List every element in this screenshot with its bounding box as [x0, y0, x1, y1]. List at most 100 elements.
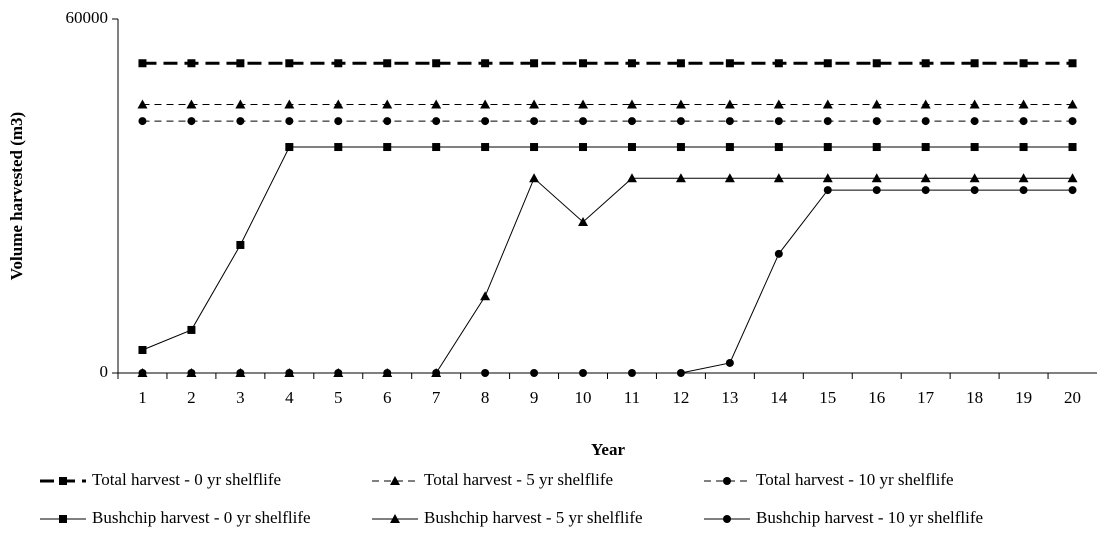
data-point: [334, 117, 343, 126]
x-tick-label: 2: [187, 388, 196, 407]
data-point: [871, 173, 882, 183]
data-point: [1068, 59, 1077, 68]
data-point: [921, 117, 930, 126]
data-point: [823, 186, 832, 195]
legend-label: Total harvest - 5 yr shelflife: [424, 470, 613, 489]
data-point: [872, 186, 881, 195]
x-tick-label: 16: [868, 388, 885, 407]
data-point: [872, 143, 881, 152]
data-point: [578, 99, 589, 109]
data-point: [921, 186, 930, 195]
data-point: [285, 369, 294, 377]
legend-label: Bushchip harvest - 5 yr shelflife: [424, 508, 643, 527]
x-tick-label: 13: [721, 388, 738, 407]
data-point: [920, 99, 931, 109]
legend-marker: [723, 477, 731, 485]
legend-label: Total harvest - 0 yr shelflife: [92, 470, 281, 489]
data-point: [969, 173, 980, 183]
x-tick-label: 11: [624, 388, 640, 407]
data-point: [626, 173, 637, 183]
x-tick-label: 6: [383, 388, 392, 407]
data-point: [773, 173, 784, 183]
data-point: [334, 369, 343, 377]
data-point: [138, 345, 147, 354]
x-tick-label: 7: [432, 388, 441, 407]
data-point: [822, 173, 833, 183]
data-point: [481, 117, 490, 126]
x-axis-label: Year: [591, 440, 625, 459]
data-point: [382, 99, 393, 109]
legend-label: Bushchip harvest - 10 yr shelflife: [756, 508, 983, 527]
data-point: [823, 59, 832, 68]
data-point: [1019, 186, 1028, 195]
data-point: [675, 173, 686, 183]
data-point: [138, 117, 147, 126]
data-point: [1068, 117, 1077, 126]
data-point: [285, 59, 294, 68]
x-tick-label: 9: [530, 388, 539, 407]
legend-marker: [59, 477, 67, 485]
data-point: [334, 143, 343, 152]
data-point: [138, 59, 147, 68]
data-point: [432, 143, 441, 152]
data-point: [675, 99, 686, 109]
data-point: [480, 99, 491, 109]
data-point: [236, 117, 245, 126]
data-point: [822, 99, 833, 109]
data-point: [823, 117, 832, 126]
data-point: [871, 99, 882, 109]
data-point: [530, 117, 539, 126]
x-tick-label: 10: [575, 388, 592, 407]
x-tick-label: 3: [236, 388, 245, 407]
series-line: [142, 177, 1073, 374]
data-point: [432, 59, 441, 68]
data-point: [1018, 173, 1029, 183]
data-point: [530, 369, 539, 377]
x-tick-label: 8: [481, 388, 490, 407]
legend-marker: [390, 476, 400, 485]
data-point: [920, 173, 931, 183]
x-tick-label: 12: [672, 388, 689, 407]
data-point: [1067, 99, 1078, 109]
x-tick-label: 14: [770, 388, 788, 407]
data-point: [236, 240, 245, 249]
data-point: [138, 369, 147, 377]
data-point: [725, 358, 734, 367]
legend-label: Bushchip harvest - 0 yr shelflife: [92, 508, 311, 527]
data-point: [579, 117, 588, 126]
data-point: [1019, 59, 1028, 68]
x-tick-label: 17: [917, 388, 935, 407]
x-tick-label: 19: [1015, 388, 1032, 407]
data-point: [235, 99, 246, 109]
data-point: [334, 59, 343, 68]
data-point: [774, 143, 783, 152]
data-point: [284, 99, 295, 109]
data-point: [137, 99, 148, 109]
data-point: [774, 117, 783, 126]
data-point: [627, 117, 636, 126]
data-point: [921, 143, 930, 152]
data-point: [872, 59, 881, 68]
legend-marker: [59, 515, 67, 523]
y-tick-label: 60000: [66, 8, 109, 27]
data-point: [970, 186, 979, 195]
data-point: [676, 143, 685, 152]
data-point: [970, 143, 979, 152]
data-point: [383, 59, 392, 68]
data-point: [285, 117, 294, 126]
data-point: [481, 59, 490, 68]
data-point: [578, 216, 589, 226]
data-point: [432, 369, 441, 377]
data-point: [480, 291, 491, 301]
x-tick-label: 20: [1064, 388, 1081, 407]
data-point: [579, 143, 588, 152]
data-point: [285, 143, 294, 152]
data-point: [1019, 143, 1028, 152]
legend-marker: [390, 514, 400, 523]
data-point: [529, 99, 540, 109]
y-axis-label: Volume harvested (m3): [7, 112, 26, 280]
x-tick-label: 18: [966, 388, 983, 407]
data-point: [773, 99, 784, 109]
data-point: [333, 99, 344, 109]
data-point: [1068, 186, 1077, 195]
